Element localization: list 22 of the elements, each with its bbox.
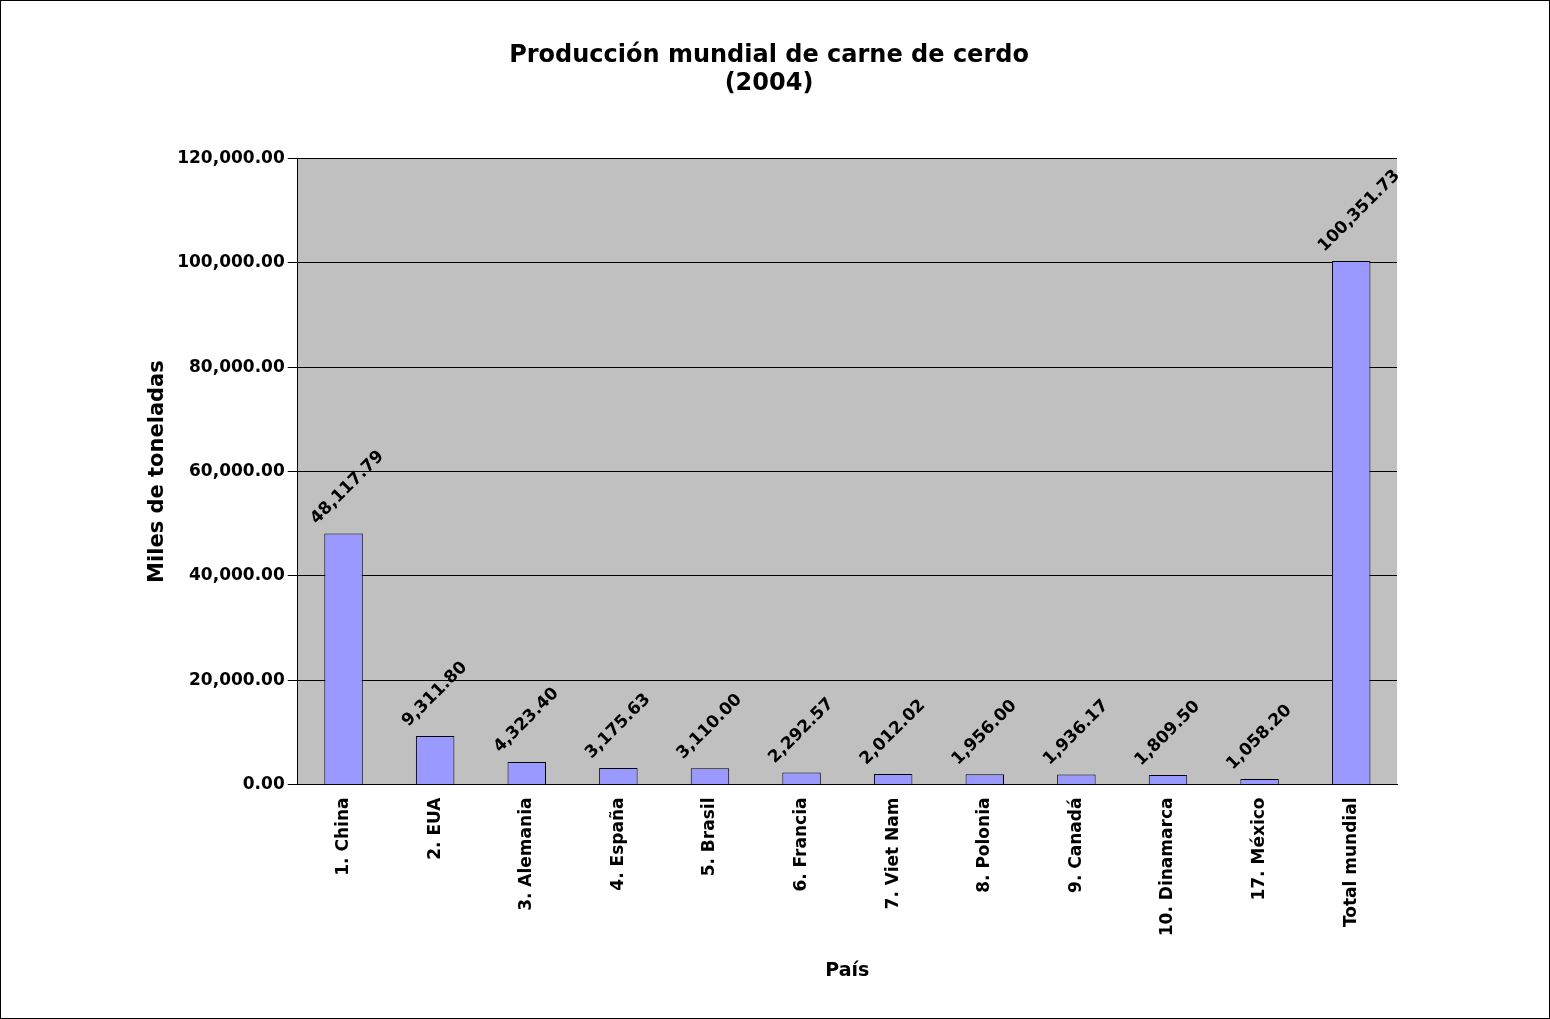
- y-tick-label: 0.00: [242, 772, 285, 793]
- x-tick-label: 2. EUA: [423, 796, 444, 860]
- x-tick-label: 4. España: [606, 797, 627, 891]
- y-tick-label: 80,000.00: [189, 355, 285, 376]
- chart-title: Producción mundial de carne de cerdo (2004): [509, 39, 1029, 97]
- x-tick-label: 1. China: [331, 797, 352, 876]
- y-tick-label: 100,000.00: [177, 251, 285, 272]
- x-tick-label: 5. Brasil: [698, 797, 719, 877]
- y-tick-label: 60,000.00: [189, 459, 285, 480]
- x-axis-title: País: [825, 957, 870, 980]
- x-tick-label: 6. Francia: [789, 797, 810, 892]
- x-tick-label: 7. Viet Nam: [881, 797, 902, 910]
- y-tick-label: 120,000.00: [177, 147, 285, 168]
- x-tick-label: 8. Polonia: [973, 797, 994, 893]
- y-tick-label: 20,000.00: [189, 668, 285, 689]
- x-tick-label: 9. Canadá: [1064, 797, 1085, 893]
- y-axis-title: Miles de toneladas: [144, 360, 169, 583]
- x-tick-label: 17. México: [1248, 797, 1269, 901]
- y-tick-label: 40,000.00: [189, 564, 285, 585]
- x-tick-label: Total mundial: [1339, 797, 1360, 928]
- x-tick-label: 3. Alemania: [515, 797, 536, 911]
- x-tick-label: 10. Dinamarca: [1156, 797, 1177, 937]
